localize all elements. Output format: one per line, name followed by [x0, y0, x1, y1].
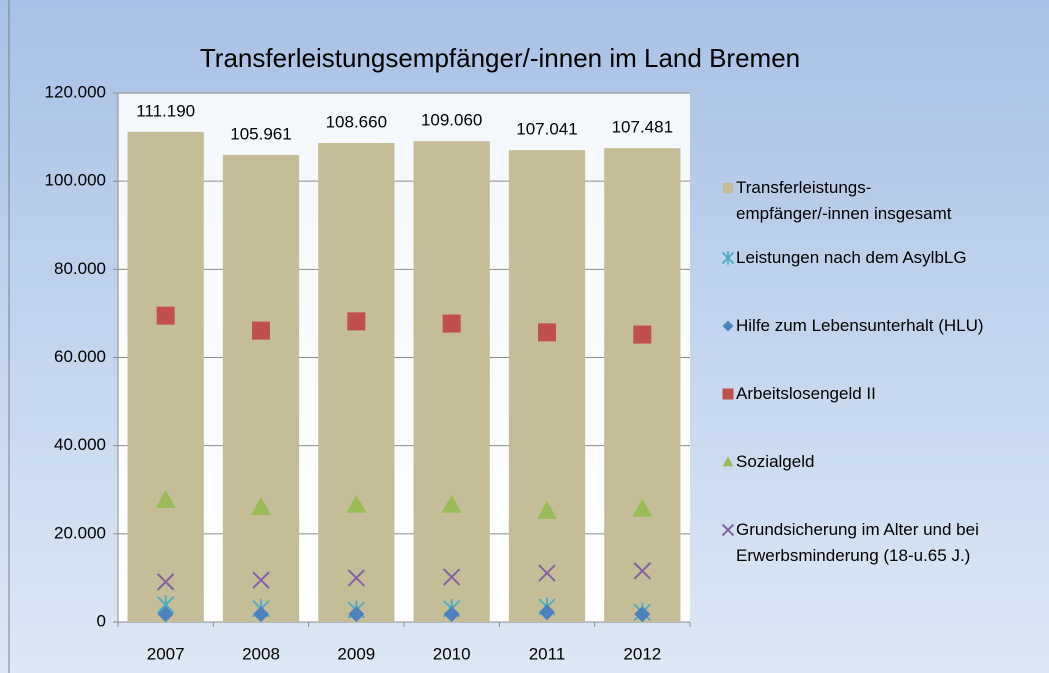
- data-label: 109.060: [421, 111, 482, 130]
- bar: [604, 148, 681, 622]
- marker-square: [442, 314, 461, 333]
- data-label: 107.481: [612, 118, 673, 137]
- marker-square: [633, 325, 652, 344]
- marker-square: [722, 388, 734, 400]
- marker-diamond: [253, 606, 269, 623]
- y-tick-label: 120.000: [45, 82, 106, 101]
- marker-diamond: [443, 606, 460, 623]
- x-tick-label: 2011: [529, 644, 566, 663]
- marker-triangle: [632, 498, 653, 517]
- bar: [413, 141, 490, 622]
- y-tick-label: 60.000: [54, 347, 106, 366]
- x-tick-label: 2010: [433, 644, 471, 663]
- data-label: 107.041: [516, 120, 577, 139]
- marker-triangle: [441, 494, 462, 513]
- bar: [127, 131, 204, 623]
- bar: [222, 154, 300, 622]
- legend-swatch: [723, 183, 733, 193]
- legend-label: Sozialgeld: [736, 452, 815, 471]
- marker-diamond: [539, 604, 555, 621]
- y-tick-label: 40.000: [54, 435, 106, 454]
- marker-diamond: [157, 606, 174, 623]
- legend-label: Hilfe zum Lebensunterhalt (HLU): [736, 316, 984, 335]
- data-label: 111.190: [136, 101, 195, 120]
- chart-title: Transferleistungsempfänger/-innen im Lan…: [200, 43, 800, 73]
- data-label: 108.660: [326, 112, 387, 131]
- legend-label: Arbeitslosengeld II: [736, 384, 876, 403]
- marker-square: [347, 312, 366, 331]
- y-tick-label: 0: [97, 611, 106, 630]
- marker-x: [633, 562, 652, 580]
- marker-triangle: [722, 456, 734, 467]
- marker-diamond: [634, 606, 651, 623]
- marker-x: [347, 569, 366, 587]
- y-tick-label: 100.000: [45, 171, 106, 190]
- bar: [508, 150, 586, 622]
- marker-star: [721, 251, 735, 265]
- marker-x: [156, 573, 175, 591]
- marker-x: [252, 571, 270, 589]
- marker-triangle: [251, 496, 271, 515]
- marker-diamond: [722, 320, 734, 332]
- data-label: 105.961: [230, 124, 291, 143]
- marker-x: [721, 523, 735, 537]
- marker-x: [538, 564, 556, 582]
- y-tick-label: 20.000: [54, 523, 106, 542]
- x-tick-label: 2008: [242, 644, 280, 663]
- marker-triangle: [537, 500, 557, 519]
- x-tick-label: 2009: [337, 644, 375, 663]
- marker-diamond: [348, 606, 365, 623]
- x-tick-label: 2012: [623, 644, 661, 663]
- marker-square: [538, 323, 556, 342]
- x-tick-label: 2007: [147, 644, 185, 663]
- legend-label: Grundsicherung im Alter und bei Erwerbsm…: [736, 520, 979, 565]
- marker-square: [156, 306, 175, 325]
- legend-label: Leistungen nach dem AsylbLG: [736, 248, 967, 267]
- y-tick-label: 80.000: [54, 259, 106, 278]
- marker-square: [252, 321, 270, 340]
- marker-triangle: [155, 489, 176, 508]
- marker-x: [442, 568, 461, 586]
- bar: [318, 142, 395, 623]
- legend-label: Transferleistungs- empfänger/-innen insg…: [736, 178, 952, 223]
- marker-triangle: [346, 494, 367, 513]
